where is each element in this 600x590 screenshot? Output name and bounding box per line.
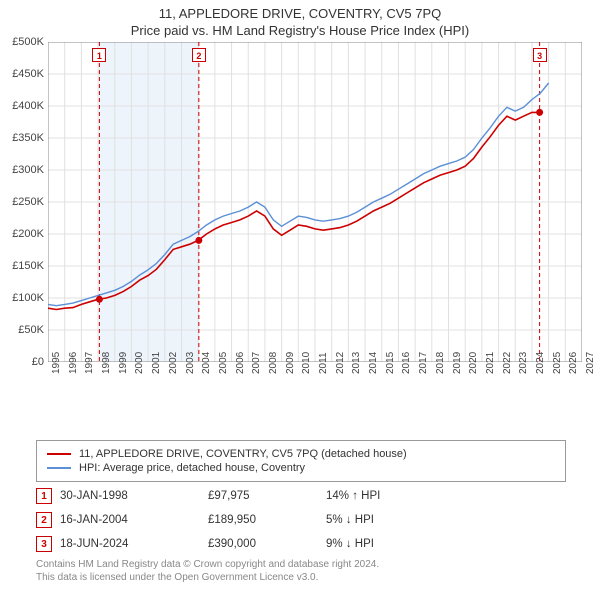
chart-area: £0 £50K £100K £150K £200K £250K £300K £350K £400… xyxy=(0,42,600,402)
sales-table: 1 30-JAN-1998 £97,975 14% ↑ HPI 2 16-JAN-2004… xyxy=(36,484,566,556)
ytick-label: £150K xyxy=(0,260,44,272)
chart-subtitle: Price paid vs. HM Land Registry's House … xyxy=(0,21,600,42)
plot-svg xyxy=(48,42,582,362)
sale-row: 2 16-JAN-2004 £189,950 5% ↓ HPI xyxy=(36,508,566,532)
sale-row: 3 18-JUN-2024 £390,000 9% ↓ HPI xyxy=(36,532,566,556)
sale-date: 30-JAN-1998 xyxy=(60,490,200,502)
ytick-label: £250K xyxy=(0,196,44,208)
legend-swatch xyxy=(47,453,71,455)
ytick-label: £0 xyxy=(0,356,44,368)
legend-item: 11, APPLEDORE DRIVE, COVENTRY, CV5 7PQ (… xyxy=(47,447,555,461)
marker-badge-2: 2 xyxy=(192,48,206,62)
ytick-label: £100K xyxy=(0,292,44,304)
legend: 11, APPLEDORE DRIVE, COVENTRY, CV5 7PQ (… xyxy=(36,440,566,482)
ytick-label: £300K xyxy=(0,164,44,176)
chart-title: 11, APPLEDORE DRIVE, COVENTRY, CV5 7PQ xyxy=(0,0,600,21)
sale-price: £390,000 xyxy=(208,538,318,550)
footer-line: This data is licensed under the Open Gov… xyxy=(36,571,566,584)
sale-badge: 3 xyxy=(36,536,52,552)
legend-item: HPI: Average price, detached house, Cove… xyxy=(47,461,555,475)
marker-badge-3: 3 xyxy=(533,48,547,62)
sale-row: 1 30-JAN-1998 £97,975 14% ↑ HPI xyxy=(36,484,566,508)
legend-swatch xyxy=(47,467,71,469)
ytick-label: £200K xyxy=(0,228,44,240)
ytick-label: £350K xyxy=(0,132,44,144)
ytick-label: £500K xyxy=(0,36,44,48)
sale-price: £189,950 xyxy=(208,514,318,526)
ytick-label: £400K xyxy=(0,100,44,112)
sale-date: 18-JUN-2024 xyxy=(60,538,200,550)
sale-delta: 5% ↓ HPI xyxy=(326,514,426,526)
plot-area: 1 2 3 xyxy=(48,42,582,362)
footer: Contains HM Land Registry data © Crown c… xyxy=(36,558,566,584)
sale-badge: 2 xyxy=(36,512,52,528)
sale-date: 16-JAN-2004 xyxy=(60,514,200,526)
footer-line: Contains HM Land Registry data © Crown c… xyxy=(36,558,566,571)
marker-badge-1: 1 xyxy=(92,48,106,62)
xtick-label: 2027 xyxy=(585,352,600,374)
legend-label: 11, APPLEDORE DRIVE, COVENTRY, CV5 7PQ (… xyxy=(79,448,407,460)
ytick-label: £50K xyxy=(0,324,44,336)
sale-badge: 1 xyxy=(36,488,52,504)
legend-label: HPI: Average price, detached house, Cove… xyxy=(79,462,305,474)
sale-delta: 9% ↓ HPI xyxy=(326,538,426,550)
sale-delta: 14% ↑ HPI xyxy=(326,490,426,502)
ytick-label: £450K xyxy=(0,68,44,80)
sale-price: £97,975 xyxy=(208,490,318,502)
